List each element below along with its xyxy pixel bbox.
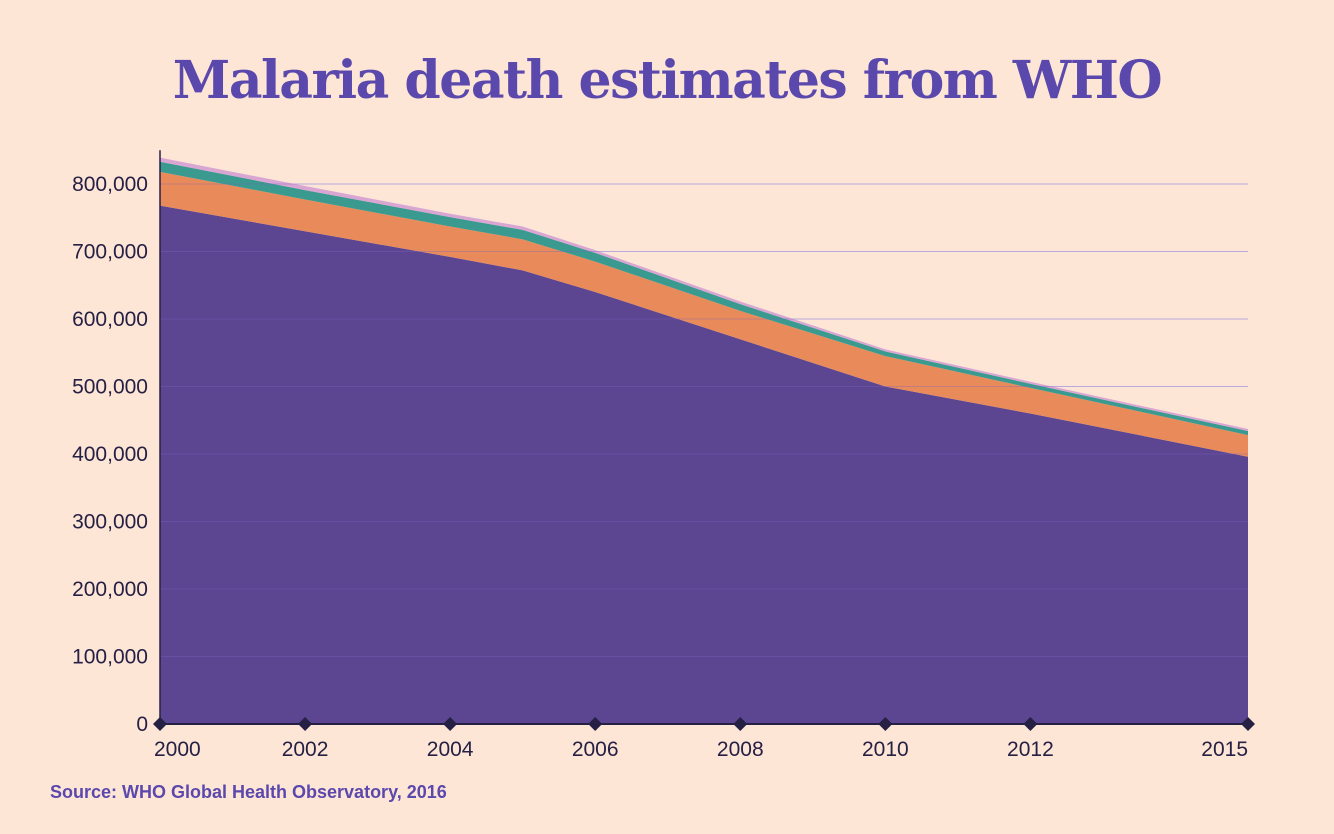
area-series-3 (160, 161, 1248, 436)
y-tick-label: 300,000 (72, 511, 148, 534)
y-tick-label: 700,000 (72, 241, 148, 264)
area-series (160, 157, 1248, 725)
x-tick-marker (1241, 717, 1255, 731)
x-tick-marker (878, 717, 893, 731)
y-tick-label: 800,000 (72, 173, 148, 196)
x-tick-label: 2000 (154, 738, 201, 761)
x-tick-label: 2010 (862, 738, 909, 761)
x-tick-label: 2008 (717, 738, 764, 761)
x-tick-marker (443, 717, 458, 731)
area-series-1 (160, 205, 1248, 725)
area-series-2 (160, 171, 1248, 457)
x-tick-marker (588, 717, 603, 731)
source-note: Source: WHO Global Health Observatory, 2… (50, 782, 447, 802)
x-tick-label: 2015 (1201, 738, 1248, 761)
axes (159, 150, 1248, 725)
x-tick-marker (153, 717, 167, 731)
chart-title: Malaria death estimates from WHO (172, 50, 1163, 111)
x-tick-marker (1023, 717, 1038, 731)
x-tick-label: 2004 (427, 738, 474, 761)
x-tick-label: 2012 (1007, 738, 1054, 761)
y-axis-ticks: 0 100,000 200,000 300,000 400,000 500,000 600,… (72, 173, 148, 736)
y-tick-label: 200,000 (72, 578, 148, 601)
x-tick-label: 2002 (282, 738, 329, 761)
x-axis-ticks: 2000 2002 2004 2006 2008 2010 2012 2015 (153, 717, 1255, 761)
y-tick-label: 0 (136, 713, 148, 736)
y-tick-label: 500,000 (72, 376, 148, 399)
x-tick-marker (298, 717, 313, 731)
x-tick-marker (733, 717, 748, 731)
y-tick-label: 100,000 (72, 646, 148, 669)
x-tick-label: 2006 (572, 738, 619, 761)
y-tick-label: 600,000 (72, 308, 148, 331)
y-tick-label: 400,000 (72, 443, 148, 466)
